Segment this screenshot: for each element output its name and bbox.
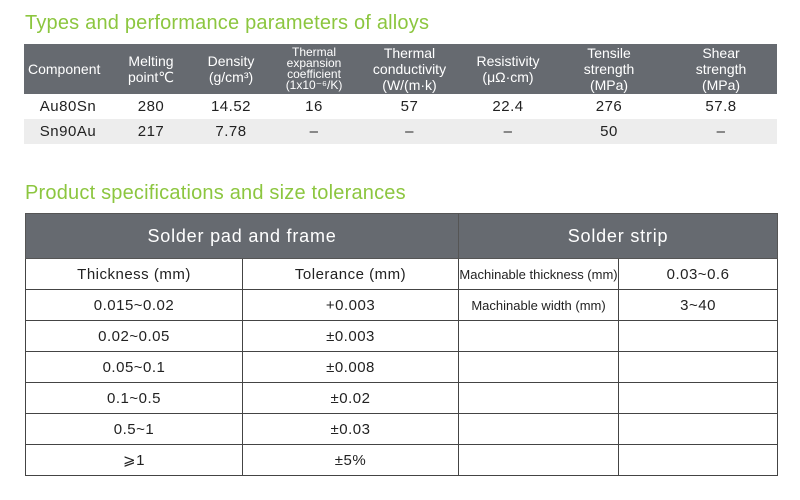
header-shear-strength: Shear strength (MPa) bbox=[665, 44, 777, 94]
header-tensile-line-1: Tensile bbox=[587, 45, 631, 61]
table-row: 0.02~0.05 ±0.003 bbox=[25, 320, 779, 352]
header-tensile-line-3: (MPa) bbox=[589, 77, 629, 93]
header-density: Density (g/cm³) bbox=[190, 44, 272, 94]
table-row: Sn90Au 217 7.78 – – – 50 – bbox=[24, 119, 777, 144]
alloy-table-header-row: Component Melting point℃ Density (g/cm³)… bbox=[24, 44, 777, 94]
header-thermal-conductivity: Thermal conductivity (W/(m·k) bbox=[356, 44, 463, 94]
table-row: ⩾1 ±5% bbox=[25, 444, 779, 476]
alloy-section-title: Types and performance parameters of allo… bbox=[25, 12, 430, 34]
empty-cell bbox=[458, 413, 620, 445]
specifications-section-title: Product specifications and size toleranc… bbox=[25, 182, 406, 204]
strip-label-width: Machinable width (mm) bbox=[458, 289, 620, 321]
cell-thickness: ⩾1 bbox=[25, 444, 243, 476]
header-resistivity-line-1: Resistivity bbox=[476, 53, 540, 69]
cell-tensile: 50 bbox=[553, 119, 665, 144]
header-thermal-exp-line-3: coefficient bbox=[287, 67, 341, 81]
header-shear-line-2: strength bbox=[695, 61, 747, 77]
header-tensile-line-2: strength bbox=[583, 61, 635, 77]
header-resistivity-line-2: (μΩ·cm) bbox=[482, 69, 534, 85]
empty-cell bbox=[618, 382, 779, 414]
header-thermal-cond-line-3: (W/(m·k) bbox=[382, 77, 437, 93]
table-row: Au80Sn 280 14.52 16 57 22.4 276 57.8 bbox=[24, 94, 777, 119]
cell-thickness: 0.5~1 bbox=[25, 413, 243, 445]
cell-thickness: 0.05~0.1 bbox=[25, 351, 243, 383]
cell-tolerance: ±0.008 bbox=[241, 351, 460, 383]
header-thermal-cond-line-1: Thermal bbox=[383, 45, 436, 61]
header-thermal-cond-line-2: conductivity bbox=[372, 61, 447, 77]
header-component: Component bbox=[24, 44, 112, 94]
cell-thermal-exp: – bbox=[272, 119, 356, 144]
cell-tolerance: ±0.003 bbox=[241, 320, 460, 352]
column-header-thickness: Thickness (mm) bbox=[25, 258, 243, 290]
header-resistivity: Resistivity (μΩ·cm) bbox=[463, 44, 553, 94]
header-thermal-expansion: Thermal expansion coefficient (1x10⁻⁶/K) bbox=[272, 44, 356, 94]
header-thermal-exp-line-1: Thermal bbox=[291, 45, 336, 59]
table-row: 0.015~0.02 +0.003 Machinable width (mm) … bbox=[25, 289, 779, 321]
cell-resistivity: – bbox=[463, 119, 553, 144]
empty-cell bbox=[618, 444, 779, 476]
header-melting-point: Melting point℃ bbox=[112, 44, 190, 94]
column-header-tolerance: Tolerance (mm) bbox=[241, 258, 460, 290]
table-row: 0.05~0.1 ±0.008 bbox=[25, 351, 779, 383]
cell-resistivity: 22.4 bbox=[492, 98, 524, 115]
strip-value-thickness: 0.03~0.6 bbox=[618, 258, 779, 290]
cell-thickness: 0.02~0.05 bbox=[25, 320, 243, 352]
empty-cell bbox=[458, 320, 620, 352]
table-row: Thickness (mm) Tolerance (mm) Machinable… bbox=[25, 258, 779, 290]
group-header-solder-strip: Solder strip bbox=[458, 213, 779, 259]
header-melting-line-1: Melting bbox=[128, 53, 174, 69]
cell-tolerance: ±0.03 bbox=[241, 413, 460, 445]
empty-cell bbox=[458, 382, 620, 414]
cell-thickness: 0.1~0.5 bbox=[25, 382, 243, 414]
header-density-line-2: (g/cm³) bbox=[208, 69, 254, 85]
header-density-line-1: Density bbox=[207, 53, 255, 69]
table-row: 0.1~0.5 ±0.02 bbox=[25, 382, 779, 414]
header-thermal-exp-line-2: expansion bbox=[286, 56, 342, 70]
header-melting-line-2: point℃ bbox=[127, 69, 175, 85]
alloy-parameters-table: Component Melting point℃ Density (g/cm³)… bbox=[24, 44, 777, 144]
header-thermal-exp-line-4: (1x10⁻⁶/K) bbox=[285, 78, 343, 92]
cell-thickness: 0.015~0.02 bbox=[25, 289, 243, 321]
cell-thermal-cond: 57 bbox=[400, 98, 419, 115]
cell-shear: – bbox=[665, 119, 777, 144]
header-tensile-strength: Tensile strength (MPa) bbox=[553, 44, 665, 94]
cell-thermal-cond: – bbox=[356, 119, 463, 144]
specifications-group-header-row: Solder pad and frame Solder strip bbox=[24, 213, 779, 259]
cell-tolerance: ±0.02 bbox=[241, 382, 460, 414]
cell-density: 14.52 bbox=[210, 98, 252, 115]
header-shear-line-1: Shear bbox=[702, 45, 740, 61]
cell-density: 7.78 bbox=[190, 119, 272, 144]
specifications-table: Solder pad and frame Solder strip Thickn… bbox=[24, 213, 779, 476]
cell-melting: 217 bbox=[112, 119, 190, 144]
empty-cell bbox=[618, 413, 779, 445]
cell-tolerance: +0.003 bbox=[241, 289, 460, 321]
strip-value-width: 3~40 bbox=[618, 289, 779, 321]
cell-component: Sn90Au bbox=[24, 119, 112, 144]
empty-cell bbox=[458, 444, 620, 476]
cell-melting: 280 bbox=[137, 98, 165, 115]
cell-tensile: 276 bbox=[595, 98, 623, 115]
cell-thermal-exp: 16 bbox=[305, 98, 323, 115]
group-header-solder-pad: Solder pad and frame bbox=[24, 213, 460, 259]
empty-cell bbox=[618, 351, 779, 383]
cell-component: Au80Sn bbox=[39, 98, 97, 115]
empty-cell bbox=[458, 351, 620, 383]
strip-label-thickness: Machinable thickness (mm) bbox=[458, 258, 620, 290]
cell-shear: 57.8 bbox=[705, 98, 737, 115]
cell-tolerance: ±5% bbox=[241, 444, 460, 476]
table-row: 0.5~1 ±0.03 bbox=[25, 413, 779, 445]
header-shear-line-3: (MPa) bbox=[701, 77, 741, 93]
empty-cell bbox=[618, 320, 779, 352]
